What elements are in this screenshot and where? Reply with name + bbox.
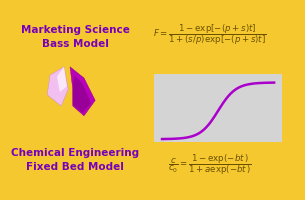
Polygon shape	[73, 75, 91, 113]
Polygon shape	[57, 67, 67, 92]
Text: $F = \dfrac{1-\exp[-(p+s)t]}{1+(s/p)\exp[-(p+s)t]}$: $F = \dfrac{1-\exp[-(p+s)t]}{1+(s/p)\exp…	[153, 22, 267, 47]
Polygon shape	[70, 67, 95, 116]
Polygon shape	[47, 67, 68, 106]
Text: Marketing Science
Bass Model: Marketing Science Bass Model	[20, 25, 129, 49]
Text: $\dfrac{c}{c_0} = \dfrac{1-\exp(-bt\,)}{1+a\exp(-bt\,)}$: $\dfrac{c}{c_0} = \dfrac{1-\exp(-bt\,)}{…	[168, 152, 252, 177]
Text: Chemical Engineering
Fixed Bed Model: Chemical Engineering Fixed Bed Model	[11, 148, 139, 172]
